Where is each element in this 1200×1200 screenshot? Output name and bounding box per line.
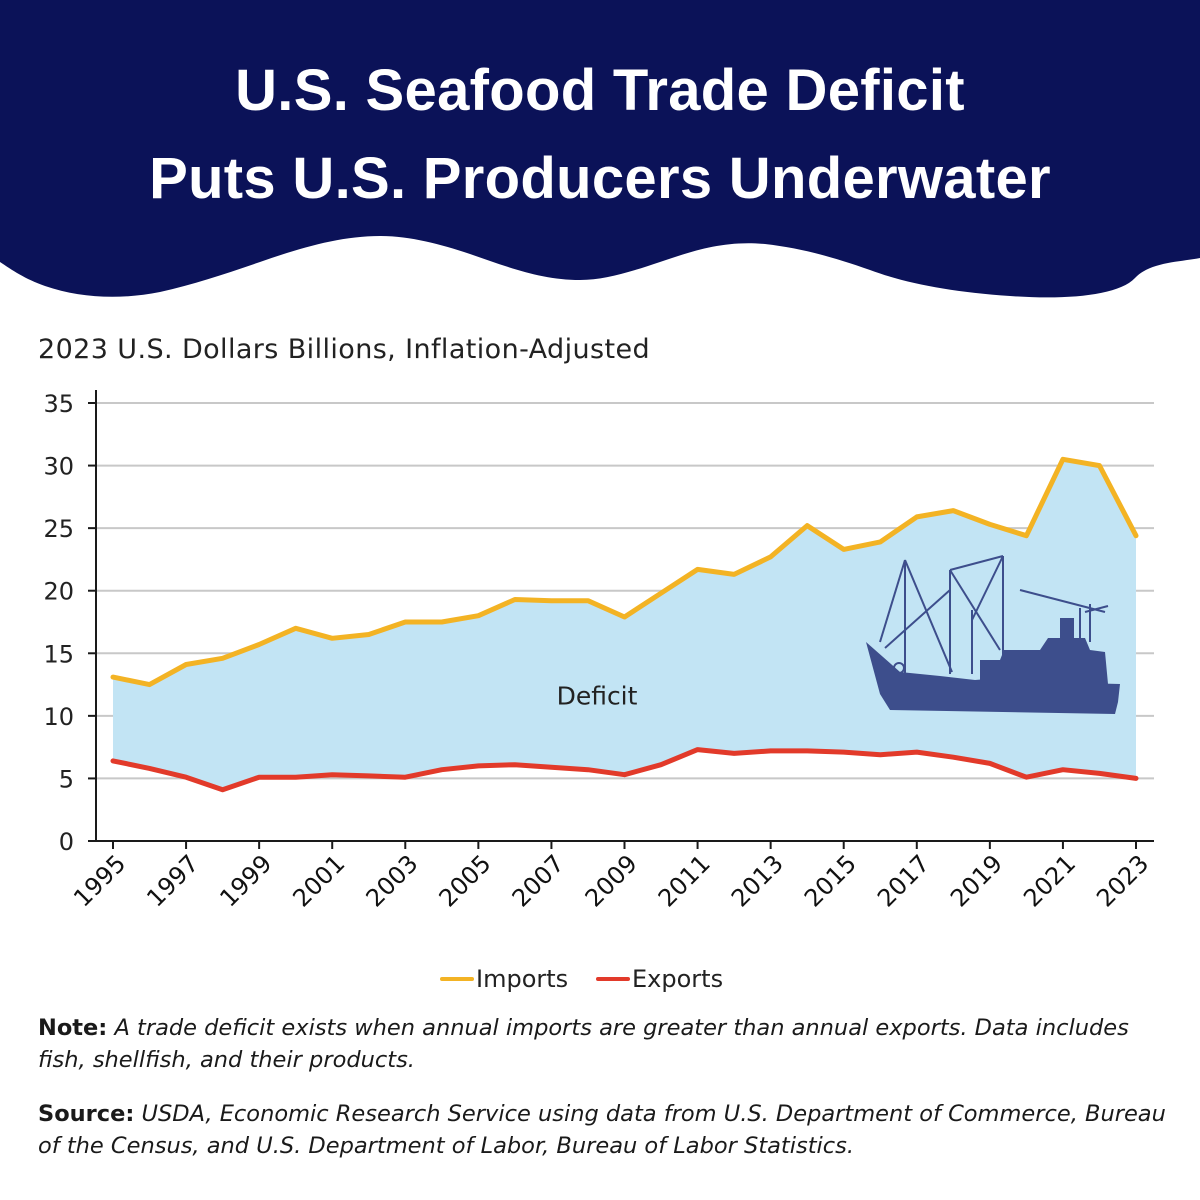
source-text: USDA, Economic Research Service using da… <box>38 1101 1166 1159</box>
x-tick-label: 2011 <box>653 849 716 912</box>
boat-rigging <box>1019 589 1106 613</box>
note-label: Note: <box>38 1015 108 1041</box>
x-tick-label: 2009 <box>580 849 643 912</box>
boat-porthole <box>893 662 905 674</box>
y-tick-label: 35 <box>43 390 74 418</box>
y-tick-label: 0 <box>59 828 74 856</box>
deficit-area <box>113 459 1136 790</box>
source-label: Source: <box>38 1101 135 1127</box>
x-tick-label: 2007 <box>507 849 570 912</box>
chart-legend: Imports Exports <box>0 962 1200 996</box>
x-tick-label: 2003 <box>361 849 424 912</box>
wave-banner-shape <box>0 0 1200 298</box>
boat-rigging <box>1084 605 1109 613</box>
boat-hull <box>866 642 1120 714</box>
y-tick-label: 30 <box>43 453 74 481</box>
title-line-2: Puts U.S. Producers Underwater <box>149 146 1051 211</box>
x-tick-label: 2019 <box>945 849 1008 912</box>
x-tick-label: 2017 <box>872 849 935 912</box>
fishing-boat-icon <box>866 555 1120 714</box>
y-tick-label: 10 <box>43 703 74 731</box>
x-tick-label: 1995 <box>68 849 131 912</box>
legend-item-exports: Exports <box>596 962 723 996</box>
legend-swatch-imports <box>440 977 474 981</box>
boat-rigging <box>949 569 1001 651</box>
boat-rigging <box>884 589 951 649</box>
boat-rigging <box>949 555 1004 571</box>
boat-rigging <box>971 555 1004 621</box>
legend-swatch-exports <box>596 977 630 981</box>
x-tick-label: 2013 <box>726 849 789 912</box>
legend-label-exports: Exports <box>632 965 724 993</box>
legend-item-imports: Imports <box>440 962 568 996</box>
x-tick-label: 2023 <box>1091 849 1154 912</box>
y-tick-label: 25 <box>43 515 74 543</box>
header-banner: U.S. Seafood Trade Deficit Puts U.S. Pro… <box>0 0 1200 320</box>
x-tick-label: 2021 <box>1018 849 1081 912</box>
x-tick-label: 2001 <box>287 849 350 912</box>
x-tick-label: 1997 <box>141 849 204 912</box>
y-tick-label: 20 <box>43 578 74 606</box>
legend-label-imports: Imports <box>476 965 569 993</box>
boat-wheelhouse <box>1060 618 1074 640</box>
wave-shape <box>0 0 1200 298</box>
deficit-label: Deficit <box>557 682 638 711</box>
source-note: Source: USDA, Economic Research Service … <box>38 1098 1168 1162</box>
title-line-1: U.S. Seafood Trade Deficit <box>235 58 965 123</box>
note-text: A trade deficit exists when annual impor… <box>38 1015 1129 1073</box>
x-tick-label: 2015 <box>799 849 862 912</box>
y-axis-unit-label: 2023 U.S. Dollars Billions, Inflation-Ad… <box>38 334 650 365</box>
y-tick-label: 15 <box>43 640 74 668</box>
exports-line <box>110 747 1139 793</box>
x-tick-label: 1999 <box>214 849 277 912</box>
imports-line <box>110 456 1139 688</box>
boat-rigging <box>879 559 906 643</box>
boat-cabin <box>980 638 1108 684</box>
y-tick-label: 5 <box>59 765 74 793</box>
note: Note: A trade deficit exists when annual… <box>38 1012 1168 1076</box>
x-tick-label: 2005 <box>434 849 497 912</box>
boat-rigging <box>904 559 953 673</box>
